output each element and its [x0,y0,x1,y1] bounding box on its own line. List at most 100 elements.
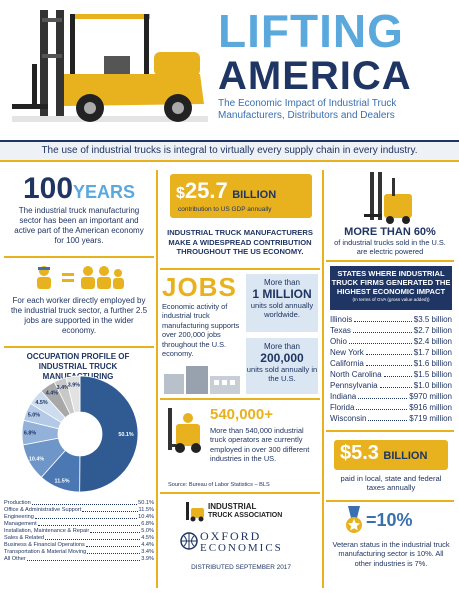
state-row: Illinois $3.5 billion [330,314,452,325]
occupation-value: 50.1% [138,500,154,506]
years-number-value: 100 [22,172,74,205]
states-title-text: STATES WHERE INDUSTRIAL TRUCK FIRMS GENE… [331,269,451,296]
units-us-panel [246,338,318,394]
ita-logo-icon [186,502,204,522]
occupation-name: Engineering [4,514,34,520]
leader-dots [368,413,408,421]
donut-slice-label: 3.4% [57,385,69,391]
states-title: STATES WHERE INDUSTRIAL TRUCK FIRMS GENE… [330,266,452,310]
intro-banner: The use of industrial trucks is integral… [0,140,459,162]
divider [156,170,158,588]
occupation-name: Production [4,500,31,506]
occupation-name: Sales & Related [4,535,45,541]
leader-dots [45,535,141,540]
divider [160,268,320,270]
units-us: More than 200,000 units sold annually in… [246,342,318,383]
occupation-name: Installation, Maintenance & Repair [4,528,90,534]
occupation-value: 11.5% [138,507,154,513]
leader-dots [26,556,141,561]
state-row: New York $1.7 billion [330,347,452,358]
operators-headline: 540,000+ [210,406,273,423]
state-name: North Carolina [330,370,382,379]
donut-slice [65,375,81,414]
years-stat: 100YEARS [4,172,154,206]
state-value: $1.0 billion [413,381,452,390]
occupation-value: 4.4% [141,542,154,548]
occupation-value: 4.5% [141,535,154,541]
state-value: $1.7 billion [413,348,452,357]
leader-dots [356,402,408,410]
leader-dots [90,528,141,533]
oxford-logo: OXFORD ECONOMICS [200,530,283,554]
donut-slice-label: 11.5% [55,479,70,485]
state-name: Illinois [330,315,353,324]
states-list: Illinois $3.5 billion Texas $2.7 billion Ohi… [330,314,452,424]
taxes-unit: BILLION [383,450,428,462]
forklift-operator-icon [168,408,201,453]
leader-dots [365,358,412,366]
leader-dots [354,314,412,322]
occupation-row: Engineering 10.4% [4,514,154,521]
state-name: Pennsylvania [330,381,378,390]
units-world-suffix: units sold annually worldwide. [250,301,314,319]
gdp-box [170,174,312,218]
state-row: Pennsylvania $1.0 billion [330,380,452,391]
workers-text: For each worker directly employed by the… [10,296,148,335]
electric-forklift-icon [364,172,412,224]
leader-dots [37,521,141,526]
state-row: Wisconsin $719 million [330,413,452,424]
occupation-name: Management [4,521,37,527]
gdp-caption: contribution to US GDP annually [178,206,272,213]
leader-dots [365,347,412,355]
ita-line1: INDUSTRIAL [208,502,257,511]
state-row: Ohio $2.4 billion [330,336,452,347]
occupation-row: Transportation & Material Moving 3.4% [4,549,154,556]
state-value: $970 million [409,392,452,401]
leader-dots [348,336,412,344]
state-row: Indiana $970 million [330,391,452,402]
donut-slice-label: 4.4% [46,391,58,397]
years-text: The industrial truck manufacturing secto… [14,206,144,245]
occupation-value: 5.0% [141,528,154,534]
state-value: $1.5 billion [413,370,452,379]
occupation-value: 6.8% [141,521,154,527]
years-number: 100YEARS [4,172,154,206]
state-row: California $1.6 billion [330,358,452,369]
divider [326,430,454,432]
occupation-row: Business & Financial Operations 4.4% [4,542,154,549]
divider [160,492,320,494]
divider [322,170,324,588]
leader-dots [358,391,408,399]
units-us-number: 200,000 [260,351,304,365]
electric-text: of industrial trucks sold in the U.S. ar… [334,238,446,256]
gdp-value: 25.7 [184,178,228,203]
occupation-value: 3.4% [141,549,154,555]
state-row: Florida $916 million [330,402,452,413]
occupation-donut-chart: 50.1% 11.5% 10.4% 6.8% 5.0% 4.5% 4.4%3.4%3.9% [21,375,139,493]
occupation-row: Production 50.1% [4,500,154,507]
state-value: $719 million [409,414,452,423]
donut-slice-label: 50.1% [118,432,133,438]
taxes-box [334,440,448,470]
title-lifting: LIFTING [218,5,404,57]
units-world-panel [246,274,318,332]
units-world: More than 1 MILLION units sold annually … [246,278,318,319]
occupation-row: Installation, Maintenance & Repair 5.0% [4,528,154,535]
ita-logo: INDUSTRIAL TRUCK ASSOCIATION [208,502,282,520]
state-row: North Carolina $1.5 billion [330,369,452,380]
years-unit: YEARS [73,182,136,202]
state-name: California [330,359,364,368]
state-value: $1.6 billion [413,359,452,368]
states-note: (In terms of GVA (gross value added)) [352,297,430,302]
state-row: Texas $2.7 billion [330,325,452,336]
occupation-name: Transportation & Material Moving [4,549,87,555]
occupation-name: Business & Financial Operations [4,542,85,548]
donut-slice-label: 4.5% [35,400,47,406]
ita-line2: TRUCK ASSOCIATION [208,512,283,519]
divider [4,256,154,258]
divider [326,500,454,502]
gdp-dollar: $ [176,185,185,202]
occupation-name: All Other [4,556,26,562]
state-name: Ohio [330,337,347,346]
divider [4,346,154,348]
